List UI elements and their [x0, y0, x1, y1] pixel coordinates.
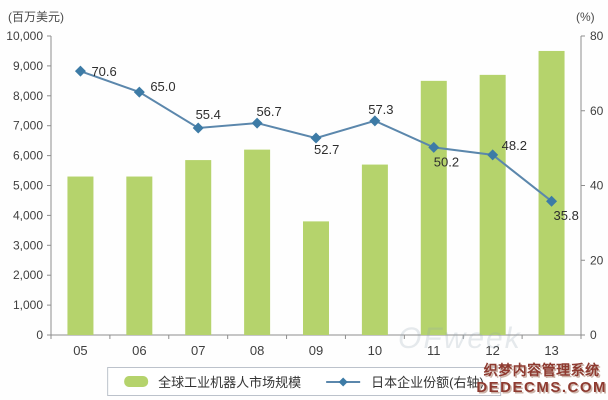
left-axis-tick-label: 1,000 — [13, 298, 43, 312]
left-axis-tick-label: 6,000 — [13, 149, 43, 163]
right-axis-tick-label: 80 — [590, 29, 604, 43]
line-marker-07 — [192, 122, 204, 134]
legend-line-label: 日本企业份额(右轴) — [371, 375, 484, 390]
bar-06 — [126, 176, 153, 335]
left-axis-tick-label: 4,000 — [13, 208, 43, 222]
dedecms-watermark: 织梦内容管理系统 DEDECMS.COM — [476, 362, 607, 398]
left-axis-unit-label: (百万美元) — [8, 10, 64, 24]
legend-line-diamond-icon — [338, 377, 348, 386]
data-label-10: 57.3 — [368, 102, 393, 117]
left-axis-tick-label: 3,000 — [13, 238, 43, 252]
data-label-08: 56.7 — [256, 104, 281, 119]
data-label-06: 65.0 — [150, 79, 175, 94]
bar-10 — [361, 164, 388, 335]
right-axis-tick-label: 60 — [590, 104, 604, 118]
bar-05 — [67, 176, 94, 335]
left-axis-tick-label: 9,000 — [13, 59, 43, 73]
x-axis-label-12: 12 — [485, 343, 499, 358]
right-axis-tick-label: 20 — [590, 253, 604, 267]
bar-08 — [244, 149, 271, 335]
dedecms-watermark-line2: DEDECMS.COM — [476, 379, 607, 397]
left-axis-tick-label: 10,000 — [6, 29, 43, 43]
line-marker-13 — [546, 195, 558, 207]
legend-line-marker-icon — [326, 377, 361, 386]
x-axis-label-13: 13 — [544, 343, 558, 358]
line-marker-12 — [487, 149, 499, 161]
x-axis-label-11: 11 — [427, 343, 441, 358]
right-axis-unit-label: (%) — [576, 10, 595, 24]
line-marker-06 — [133, 86, 145, 98]
bar-13 — [538, 50, 565, 335]
data-label-05: 70.6 — [91, 64, 116, 79]
data-label-11: 50.2 — [434, 154, 459, 169]
bar-12 — [479, 74, 506, 336]
line-marker-08 — [251, 117, 263, 129]
bar-07 — [185, 160, 212, 335]
right-axis-tick-label: 0 — [590, 328, 597, 342]
right-axis-tick-label: 40 — [590, 179, 604, 193]
x-axis-label-09: 09 — [309, 343, 323, 358]
x-axis-label-05: 05 — [73, 343, 87, 358]
left-axis-tick-label: 2,000 — [13, 268, 43, 282]
x-axis-label-10: 10 — [368, 343, 382, 358]
left-axis-tick-label: 8,000 — [13, 89, 43, 103]
data-label-13: 35.8 — [554, 208, 579, 223]
legend-bar-swatch — [124, 376, 149, 387]
line-marker-10 — [369, 115, 381, 127]
data-label-09: 52.7 — [314, 142, 339, 157]
left-axis-tick-label: 5,000 — [13, 179, 43, 193]
x-axis-label-06: 06 — [132, 343, 146, 358]
left-axis-tick-label: 0 — [36, 328, 43, 342]
line-marker-05 — [74, 65, 86, 77]
x-axis-label-08: 08 — [250, 343, 264, 358]
bar-11 — [420, 80, 447, 335]
bar-09 — [303, 221, 329, 335]
line-marker-09 — [310, 132, 322, 144]
dedecms-watermark-line1: 织梦内容管理系统 — [483, 361, 600, 378]
chart-legend: 全球工业机器人市场规模 日本企业份额(右轴) — [107, 367, 501, 396]
line-marker-11 — [428, 141, 440, 153]
x-axis-label-07: 07 — [191, 343, 205, 358]
data-label-07: 55.4 — [196, 107, 221, 122]
data-label-12: 48.2 — [502, 138, 527, 153]
left-axis-tick-label: 7,000 — [13, 119, 43, 133]
legend-bar-label: 全球工业机器人市场规模 — [158, 375, 302, 390]
